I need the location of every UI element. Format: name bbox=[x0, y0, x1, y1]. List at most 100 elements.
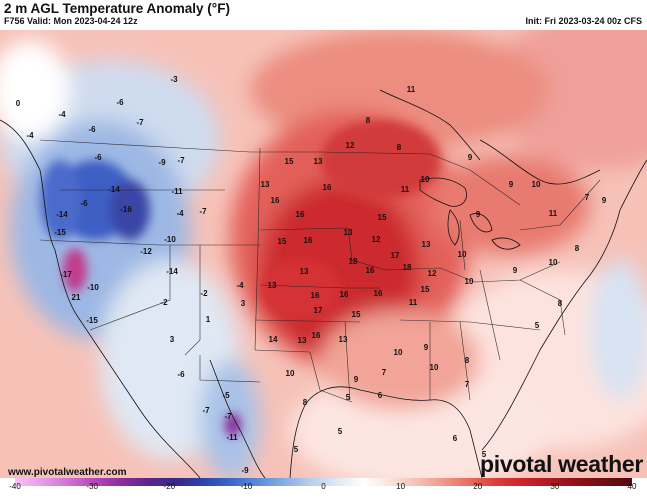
anomaly-value: 17 bbox=[314, 306, 323, 315]
anomaly-value: -4 bbox=[26, 131, 34, 140]
header: 2 m AGL Temperature Anomaly (°F) F756 Va… bbox=[0, 0, 647, 30]
anomaly-value: 15 bbox=[378, 213, 387, 222]
anomaly-value: 11 bbox=[409, 298, 418, 307]
anomaly-value: 13 bbox=[300, 267, 309, 276]
anomaly-value: 18 bbox=[403, 263, 412, 272]
anomaly-value: 10 bbox=[394, 348, 403, 357]
anomaly-value: 8 bbox=[465, 356, 470, 365]
anomaly-value: -4 bbox=[58, 110, 66, 119]
anomaly-value: 6 bbox=[378, 391, 383, 400]
anomaly-value: 9 bbox=[509, 180, 514, 189]
valid-time: F756 Valid: Mon 2023-04-24 12z bbox=[4, 16, 138, 26]
anomaly-value: 10 bbox=[458, 250, 467, 259]
anomaly-value: 16 bbox=[271, 196, 280, 205]
anomaly-value: 9 bbox=[424, 343, 429, 352]
colorbar-strip bbox=[15, 478, 632, 486]
colorbar: -40 -30 -20 -10 0 10 20 30 40 bbox=[0, 478, 647, 500]
anomaly-value: 11 bbox=[401, 185, 410, 194]
anomaly-value: 16 bbox=[304, 236, 313, 245]
anomaly-value: 12 bbox=[428, 269, 437, 278]
anomaly-value: 10 bbox=[532, 180, 541, 189]
anomaly-value: 9 bbox=[513, 266, 518, 275]
colorbar-tick-label: 30 bbox=[550, 482, 560, 491]
anomaly-value: 5 bbox=[294, 445, 299, 454]
colorbar-tick-label: 0 bbox=[321, 482, 326, 491]
anomaly-value: 10 bbox=[286, 369, 295, 378]
anomaly-value: 8 bbox=[558, 299, 563, 308]
anomaly-value: 18 bbox=[349, 257, 358, 266]
anomaly-value: -10 bbox=[87, 283, 99, 292]
anomaly-value: 11 bbox=[407, 85, 416, 94]
anomaly-value: 16 bbox=[311, 291, 320, 300]
anomaly-value: 14 bbox=[269, 335, 278, 344]
anomaly-value: -7 bbox=[136, 118, 144, 127]
anomaly-value: 16 bbox=[374, 289, 383, 298]
anomaly-value: -17 bbox=[60, 270, 72, 279]
anomaly-value: 1 bbox=[206, 315, 211, 324]
anomaly-value: -11 bbox=[171, 187, 183, 196]
anomaly-value: 8 bbox=[575, 244, 580, 253]
anomaly-value: 16 bbox=[296, 210, 305, 219]
anomaly-value: 9 bbox=[476, 210, 481, 219]
anomaly-value: -14 bbox=[166, 267, 178, 276]
anomaly-value: 7 bbox=[465, 380, 470, 389]
anomaly-value: -5 bbox=[222, 391, 230, 400]
logo-weather: weather bbox=[558, 451, 643, 477]
anomaly-value: -7 bbox=[224, 412, 232, 421]
anomaly-value: 8 bbox=[366, 116, 371, 125]
anomaly-value: 17 bbox=[391, 251, 400, 260]
anomaly-value: -15 bbox=[86, 316, 98, 325]
anomaly-value: -9 bbox=[158, 158, 166, 167]
anomaly-map: -3 -6 -6 -7 -4 0 -4 -6 -9 -7 -14 -11 -6 -16 -4 -7 -14 -15… bbox=[0, 30, 647, 478]
anomaly-value: 6 bbox=[453, 434, 458, 443]
anomaly-value: 5 bbox=[338, 427, 343, 436]
anomaly-value: -6 bbox=[80, 199, 88, 208]
anomaly-value: 13 bbox=[422, 240, 431, 249]
colorbar-tick-label: 10 bbox=[396, 482, 406, 491]
anomaly-value: 12 bbox=[372, 235, 381, 244]
anomaly-value: -3 bbox=[170, 75, 178, 84]
anomaly-value: -11 bbox=[226, 433, 238, 442]
brand-logo: pivotal weather bbox=[480, 451, 643, 478]
colorbar-tick-label: 20 bbox=[473, 482, 483, 491]
anomaly-value: -6 bbox=[88, 125, 96, 134]
anomaly-value: 11 bbox=[549, 209, 558, 218]
anomaly-value: 21 bbox=[72, 293, 81, 302]
anomaly-value: 16 bbox=[312, 331, 321, 340]
anomaly-value: -2 bbox=[200, 289, 208, 298]
anomaly-value: 15 bbox=[421, 285, 430, 294]
anomaly-value: -15 bbox=[54, 228, 66, 237]
colorbar-tick-label: -20 bbox=[163, 482, 176, 491]
anomaly-value: 5 bbox=[346, 393, 351, 402]
anomaly-value: -7 bbox=[202, 406, 210, 415]
anomaly-value: 5 bbox=[482, 450, 487, 459]
anomaly-value: 10 bbox=[465, 277, 474, 286]
map-title: 2 m AGL Temperature Anomaly (°F) bbox=[4, 1, 230, 16]
anomaly-value: 7 bbox=[382, 368, 387, 377]
anomaly-value: 10 bbox=[549, 258, 558, 267]
anomaly-value: 13 bbox=[339, 335, 348, 344]
anomaly-value: 15 bbox=[285, 157, 294, 166]
site-url: www.pivotalweather.com bbox=[8, 467, 127, 478]
anomaly-value: 9 bbox=[602, 196, 607, 205]
anomaly-value: 0 bbox=[16, 99, 21, 108]
coastlines bbox=[0, 89, 647, 478]
anomaly-value: 13 bbox=[268, 281, 277, 290]
anomaly-value: -16 bbox=[120, 205, 132, 214]
anomaly-value: -4 bbox=[236, 281, 244, 290]
anomaly-value: 16 bbox=[323, 183, 332, 192]
anomaly-value: 10 bbox=[421, 175, 430, 184]
anomaly-value: 10 bbox=[430, 363, 439, 372]
anomaly-value: -7 bbox=[177, 156, 185, 165]
anomaly-value: -6 bbox=[94, 153, 102, 162]
anomaly-value: -6 bbox=[177, 370, 185, 379]
colorbar-tick-label: -40 bbox=[9, 482, 21, 491]
anomaly-value: 13 bbox=[344, 228, 353, 237]
anomaly-value: -14 bbox=[56, 210, 68, 219]
anomaly-value: 13 bbox=[314, 157, 323, 166]
anomaly-value: 5 bbox=[535, 321, 540, 330]
anomaly-value: -9 bbox=[241, 466, 249, 475]
anomaly-value: -12 bbox=[140, 247, 152, 256]
anomaly-value: -7 bbox=[199, 207, 207, 216]
great-lakes bbox=[419, 177, 521, 250]
